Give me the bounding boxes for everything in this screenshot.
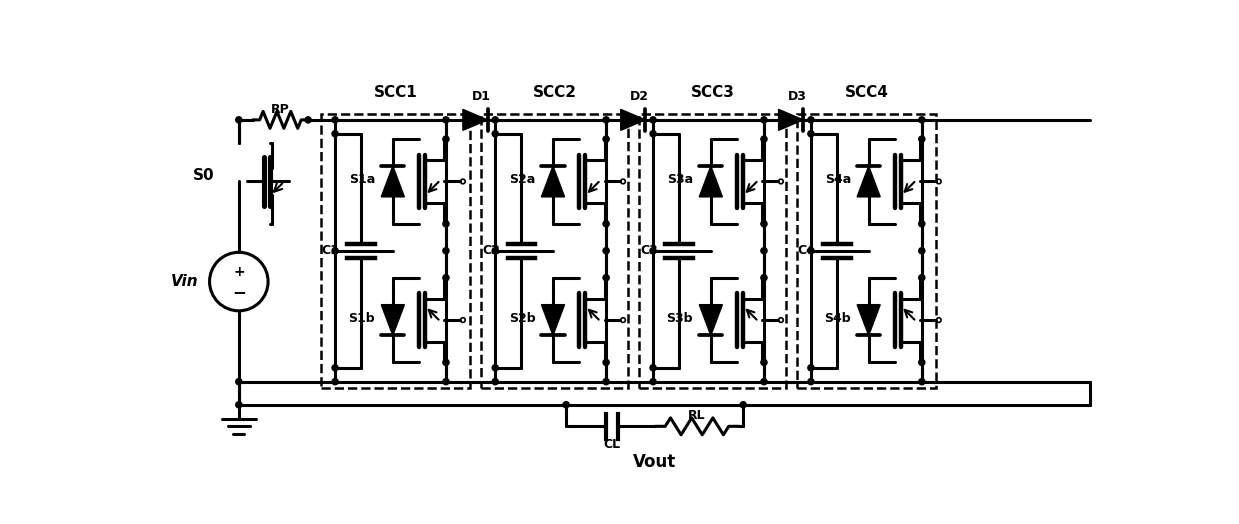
Circle shape: [603, 378, 610, 385]
Circle shape: [235, 378, 242, 385]
Circle shape: [919, 378, 924, 385]
Circle shape: [650, 248, 657, 254]
Polygon shape: [541, 304, 565, 335]
Polygon shape: [541, 166, 565, 197]
Circle shape: [603, 275, 610, 281]
Circle shape: [650, 378, 657, 385]
Polygon shape: [463, 110, 487, 130]
Text: RL: RL: [688, 409, 706, 422]
Circle shape: [761, 221, 767, 227]
Circle shape: [603, 117, 610, 123]
Circle shape: [442, 221, 449, 227]
Text: SCC1: SCC1: [374, 85, 418, 101]
Text: C3: C3: [641, 244, 658, 257]
Circle shape: [235, 402, 242, 408]
Text: S2b: S2b: [509, 312, 535, 325]
Circle shape: [332, 248, 338, 254]
Text: C1: C1: [322, 244, 339, 257]
Text: C2: C2: [482, 244, 499, 257]
Text: C4: C4: [798, 244, 815, 257]
Text: S1b: S1b: [348, 312, 375, 325]
Circle shape: [235, 117, 242, 123]
Circle shape: [919, 248, 924, 254]
Polygon shape: [382, 166, 404, 197]
Circle shape: [603, 136, 610, 142]
Text: CL: CL: [603, 438, 621, 451]
Text: SCC2: SCC2: [533, 85, 576, 101]
Polygon shape: [621, 110, 646, 130]
Circle shape: [603, 221, 610, 227]
Circle shape: [808, 117, 814, 123]
Circle shape: [492, 117, 498, 123]
Text: SCC3: SCC3: [690, 85, 735, 101]
Polygon shape: [857, 166, 880, 197]
Circle shape: [761, 378, 767, 385]
Text: S2a: S2a: [509, 173, 535, 187]
Circle shape: [492, 365, 498, 371]
Circle shape: [442, 275, 449, 281]
Circle shape: [332, 365, 338, 371]
Circle shape: [442, 117, 449, 123]
Circle shape: [492, 130, 498, 137]
Circle shape: [919, 117, 924, 123]
Polygon shape: [382, 304, 404, 335]
Circle shape: [563, 402, 569, 408]
Text: +: +: [233, 265, 244, 279]
Polygon shape: [699, 304, 722, 335]
Circle shape: [761, 248, 767, 254]
Circle shape: [650, 365, 657, 371]
Circle shape: [808, 378, 814, 385]
Text: S4b: S4b: [824, 312, 851, 325]
Text: D3: D3: [788, 90, 807, 103]
Text: −: −: [232, 282, 245, 301]
Text: S3a: S3a: [667, 173, 693, 187]
Circle shape: [650, 117, 657, 123]
Circle shape: [808, 365, 814, 371]
Circle shape: [919, 275, 924, 281]
Circle shape: [332, 378, 338, 385]
Polygon shape: [778, 110, 803, 130]
Circle shape: [492, 378, 498, 385]
Circle shape: [442, 248, 449, 254]
Circle shape: [761, 117, 767, 123]
Circle shape: [332, 117, 338, 123]
Circle shape: [332, 130, 338, 137]
Text: D1: D1: [472, 90, 491, 103]
Circle shape: [442, 136, 449, 142]
Text: S1a: S1a: [349, 173, 375, 187]
Circle shape: [761, 275, 767, 281]
Circle shape: [919, 221, 924, 227]
Text: S4a: S4a: [825, 173, 851, 187]
Circle shape: [808, 130, 814, 137]
Text: D2: D2: [629, 90, 649, 103]
Circle shape: [603, 359, 610, 366]
Circle shape: [761, 136, 767, 142]
Text: Vin: Vin: [171, 274, 198, 289]
Text: Vout: Vout: [633, 453, 676, 471]
Circle shape: [305, 117, 311, 123]
Circle shape: [761, 359, 767, 366]
Circle shape: [808, 248, 814, 254]
Text: S3b: S3b: [667, 312, 693, 325]
Circle shape: [919, 136, 924, 142]
Text: RP: RP: [271, 103, 290, 116]
Text: SCC4: SCC4: [845, 85, 888, 101]
Circle shape: [919, 359, 924, 366]
Circle shape: [442, 378, 449, 385]
Circle shape: [650, 130, 657, 137]
Circle shape: [603, 248, 610, 254]
Polygon shape: [699, 166, 722, 197]
Circle shape: [740, 402, 746, 408]
Circle shape: [442, 359, 449, 366]
Circle shape: [492, 248, 498, 254]
Text: S0: S0: [192, 168, 214, 183]
Polygon shape: [857, 304, 880, 335]
